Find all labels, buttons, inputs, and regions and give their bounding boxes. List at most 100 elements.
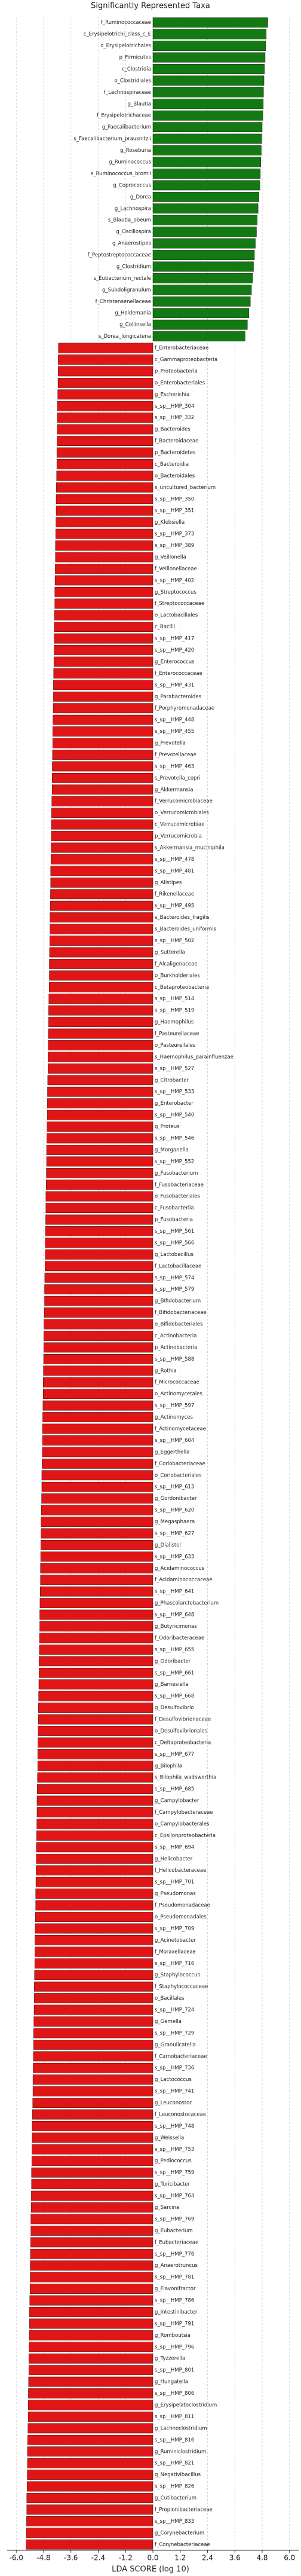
bar-label: f_Enterobacteriaceae — [155, 346, 208, 352]
bar-label: s_sp__HMP_729 — [155, 2030, 194, 2036]
bar — [41, 1505, 153, 1515]
bar-label: f_Alcaligenaceae — [155, 961, 198, 967]
bar-label: c_Epsilonproteobacteria — [155, 1833, 216, 1839]
bar — [35, 1889, 153, 1899]
bar-label: s_sp__HMP_741 — [155, 2089, 194, 2095]
bar-label: o_Campylobacterales — [155, 1821, 210, 1827]
bar — [45, 1226, 153, 1236]
bar-label: p_Verrucomicrobia — [155, 833, 202, 839]
bar-label: s_sp__HMP_769 — [155, 2216, 194, 2222]
bar-label: g_Lactococcus — [155, 2077, 192, 2083]
bar — [44, 1295, 153, 1306]
bar-label: f_Lactobacillaceae — [155, 1263, 201, 1269]
bar-label: s_sp__HMP_533 — [155, 1089, 194, 1095]
bar — [55, 540, 153, 551]
bar — [29, 2318, 153, 2329]
bar-label: g_Turicibacter — [155, 2181, 191, 2187]
bar — [29, 2342, 153, 2352]
bar — [36, 1831, 153, 1841]
x-tick-label: -3.6 — [64, 2554, 78, 2562]
bar — [38, 1714, 153, 1725]
bar-label: o_Enterobacteriales — [155, 380, 205, 386]
bar — [44, 1319, 153, 1330]
bar-label: s_sp__HMP_502 — [155, 938, 194, 944]
bar — [57, 424, 153, 435]
bar — [54, 575, 153, 586]
chart-title: Significantly Represented Taxa — [91, 2, 210, 11]
x-tick-label: -4.8 — [36, 2554, 50, 2562]
bar-label: g_Rothia — [155, 1368, 177, 1374]
bar-label: c_Bacilli — [155, 624, 175, 630]
bar — [27, 2470, 153, 2480]
x-tick-label: -6.0 — [10, 2554, 23, 2562]
bar — [30, 2272, 153, 2282]
bar-label: g_Enterobacter — [155, 1101, 194, 1107]
bar — [152, 250, 255, 260]
bar-label: g_Akkermansia — [155, 787, 193, 793]
bar-label: s_sp__HMP_716 — [155, 1961, 194, 1967]
bar-label: g_Eggerthella — [155, 1449, 189, 1455]
bar — [152, 52, 266, 63]
bar — [42, 1400, 153, 1411]
bar — [152, 99, 264, 109]
bar-label: g_Actinomyces — [155, 1414, 193, 1420]
bar-label: f_Carnobacteriaceae — [155, 2054, 207, 2059]
bar — [57, 389, 153, 400]
bar — [152, 273, 253, 283]
bar — [48, 1052, 153, 1062]
bar-label: g_Erysipelatoclostridium — [155, 2402, 217, 2408]
bar — [152, 75, 265, 86]
bar-label: f_Corynebacteriaceae — [155, 2542, 210, 2548]
bar-label: s_sp__HMP_420 — [155, 647, 194, 653]
bar — [45, 1261, 153, 1272]
bar — [152, 308, 250, 319]
bar-label: g_Desulfovibrio — [155, 1705, 194, 1711]
bar — [28, 2376, 153, 2387]
bar-label: g_Campylobacter — [155, 1798, 199, 1804]
bar-label: s_Faecalibacterium_prausnitzii — [73, 136, 151, 142]
bar-label: g_Helicobacter — [155, 1856, 193, 1862]
bar-label: g_Staphylococcus — [155, 1972, 201, 1978]
bar — [29, 2330, 153, 2340]
bar — [152, 203, 259, 214]
bar-label: s_sp__HMP_417 — [155, 636, 194, 642]
bar-label: s_sp__HMP_748 — [155, 2123, 194, 2129]
bar — [48, 994, 153, 1004]
bar — [49, 947, 153, 958]
bar-label: s_sp__HMP_574 — [155, 1275, 194, 1281]
bar — [26, 2516, 153, 2526]
bar — [27, 2434, 153, 2445]
bar — [152, 29, 267, 39]
bar — [54, 598, 153, 609]
bar — [57, 412, 153, 423]
x-tick-label: 4.8 — [256, 2554, 268, 2562]
bar-label: g_Corynebacterium — [155, 2530, 204, 2536]
x-tick-label: -2.4 — [91, 2554, 105, 2562]
bar-label: g_Hungatella — [155, 2379, 188, 2385]
bar-label: c_Bacteroidia — [155, 462, 189, 467]
bar-label: f_Eubacteriaceae — [155, 2239, 198, 2245]
bar — [152, 215, 257, 225]
bar-label: g_Veillonella — [155, 554, 186, 560]
bar — [32, 2144, 153, 2155]
bar-label: g_Dialister — [155, 1542, 182, 1548]
bar — [31, 2156, 153, 2166]
bar — [152, 64, 265, 74]
bar-label: s_Prevotella_copri — [155, 775, 200, 781]
bar — [33, 2051, 153, 2062]
bar-label: s_sp__HMP_588 — [155, 1356, 194, 1362]
bar-label: s_sp__HMP_546 — [155, 1135, 194, 1141]
bar — [55, 552, 153, 563]
bar-label: g_Roseburia — [120, 148, 151, 154]
bar — [51, 796, 153, 806]
bar-label: g_Lactobacillus — [155, 1252, 194, 1258]
bar-label: s_sp__HMP_648 — [155, 1612, 194, 1618]
bar — [43, 1365, 153, 1376]
bar-label: g_Bacteroides — [155, 427, 191, 433]
bar-label: o_Pasteurellales — [155, 1043, 196, 1049]
bar — [40, 1551, 153, 1562]
bar-label: g_Oscillospira — [116, 229, 151, 235]
bar — [30, 2248, 153, 2259]
bar-label: g_Pediococcus — [155, 2158, 192, 2164]
bar-label: c_Verrucomicrobiae — [155, 822, 204, 828]
